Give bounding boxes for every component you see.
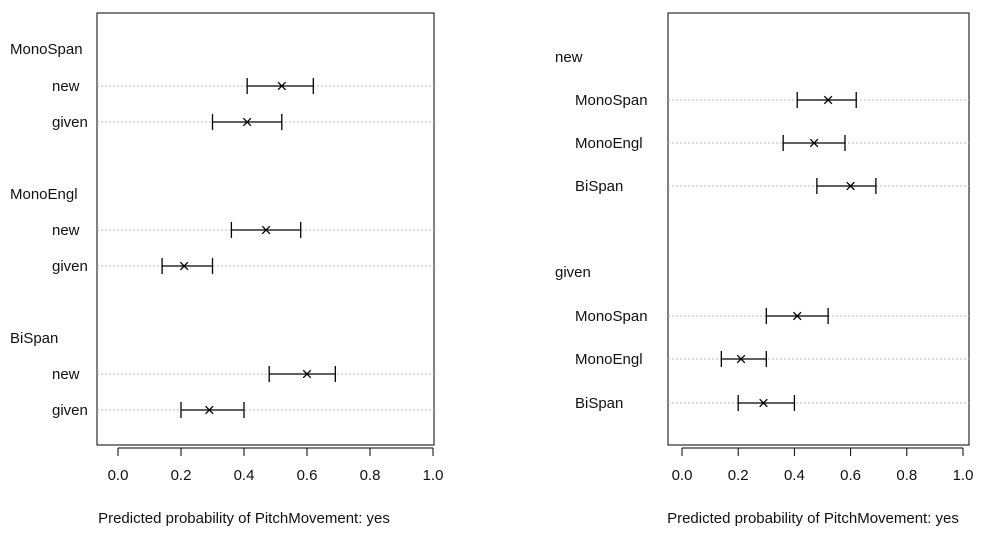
left-row-labels: MonoSpan new given MonoEngl new given BiSpan ne… — [10, 41, 88, 419]
marker-stroke — [823, 95, 833, 105]
row-label: given — [52, 114, 88, 131]
group-label: given — [555, 264, 591, 281]
marker-stroke — [179, 261, 189, 271]
left-panel: MonoSpan new given MonoEngl new given BiSpan ne… — [10, 12, 444, 527]
right-panel: new MonoSpan MonoEngl BiSpan given MonoSpan Mo… — [555, 12, 974, 527]
point-estimate-marker — [179, 261, 189, 271]
marker-stroke — [242, 117, 252, 127]
right-row-labels: new MonoSpan MonoEngl BiSpan given MonoSpan Mo… — [555, 49, 648, 412]
point-estimate-marker — [277, 81, 287, 91]
point-estimate-marker — [809, 138, 819, 148]
marker-stroke — [792, 311, 802, 321]
row-label: given — [52, 258, 88, 275]
left-plot-frame — [96, 12, 435, 446]
x-tick-label: 0.4 — [234, 467, 255, 484]
point-estimate-marker — [792, 311, 802, 321]
point-estimate-marker — [823, 95, 833, 105]
point-estimate-marker — [846, 181, 855, 191]
point-estimate-marker — [242, 117, 252, 127]
x-tick-label: 0.8 — [896, 467, 917, 484]
point-estimate-marker — [736, 354, 746, 364]
right-marks — [720, 92, 877, 411]
group-label: MonoSpan — [10, 41, 83, 58]
group-label: MonoEngl — [10, 186, 78, 203]
group-label: BiSpan — [10, 330, 58, 347]
x-tick-label: 0.2 — [728, 467, 749, 484]
row-label: given — [52, 402, 88, 419]
marker-stroke — [759, 398, 768, 408]
right-plot-frame — [667, 12, 970, 446]
row-label: BiSpan — [575, 178, 623, 195]
x-tick-label: 0.6 — [297, 467, 318, 484]
row-label: MonoSpan — [575, 308, 648, 325]
marker-stroke — [809, 138, 819, 148]
row-label: new — [52, 78, 80, 95]
point-estimate-marker — [205, 405, 214, 415]
x-tick-label: 1.0 — [423, 467, 444, 484]
left-marks — [161, 78, 337, 418]
left-x-axis-label: Predicted probability of PitchMovement: … — [98, 510, 390, 527]
marker-stroke — [302, 369, 312, 379]
marker-stroke — [205, 405, 214, 415]
x-tick-label: 0.0 — [672, 467, 693, 484]
row-label: BiSpan — [575, 395, 623, 412]
x-tick-label: 0.0 — [108, 467, 129, 484]
right-x-axis-label: Predicted probability of PitchMovement: … — [667, 510, 959, 527]
point-estimate-marker — [302, 369, 312, 379]
point-estimate-marker — [261, 225, 271, 235]
row-label: MonoEngl — [575, 135, 643, 152]
x-tick-label: 0.6 — [840, 467, 861, 484]
x-tick-label: 0.8 — [360, 467, 381, 484]
marker-stroke — [846, 181, 855, 191]
right-x-axis: 0.0 0.2 0.4 0.6 0.8 1.0 — [672, 447, 974, 484]
marker-stroke — [736, 354, 746, 364]
row-label: new — [52, 222, 80, 239]
left-gridlines — [97, 85, 434, 411]
point-estimate-marker — [759, 398, 768, 408]
row-label: MonoSpan — [575, 92, 648, 109]
left-x-axis: 0.0 0.2 0.4 0.6 0.8 1.0 — [108, 447, 444, 484]
marker-stroke — [261, 225, 271, 235]
row-label: new — [52, 366, 80, 383]
x-tick-label: 0.4 — [784, 467, 805, 484]
x-tick-label: 1.0 — [953, 467, 974, 484]
row-label: MonoEngl — [575, 351, 643, 368]
marker-stroke — [277, 81, 287, 91]
group-label: new — [555, 49, 583, 66]
right-gridlines — [668, 99, 969, 404]
x-tick-label: 0.2 — [171, 467, 192, 484]
